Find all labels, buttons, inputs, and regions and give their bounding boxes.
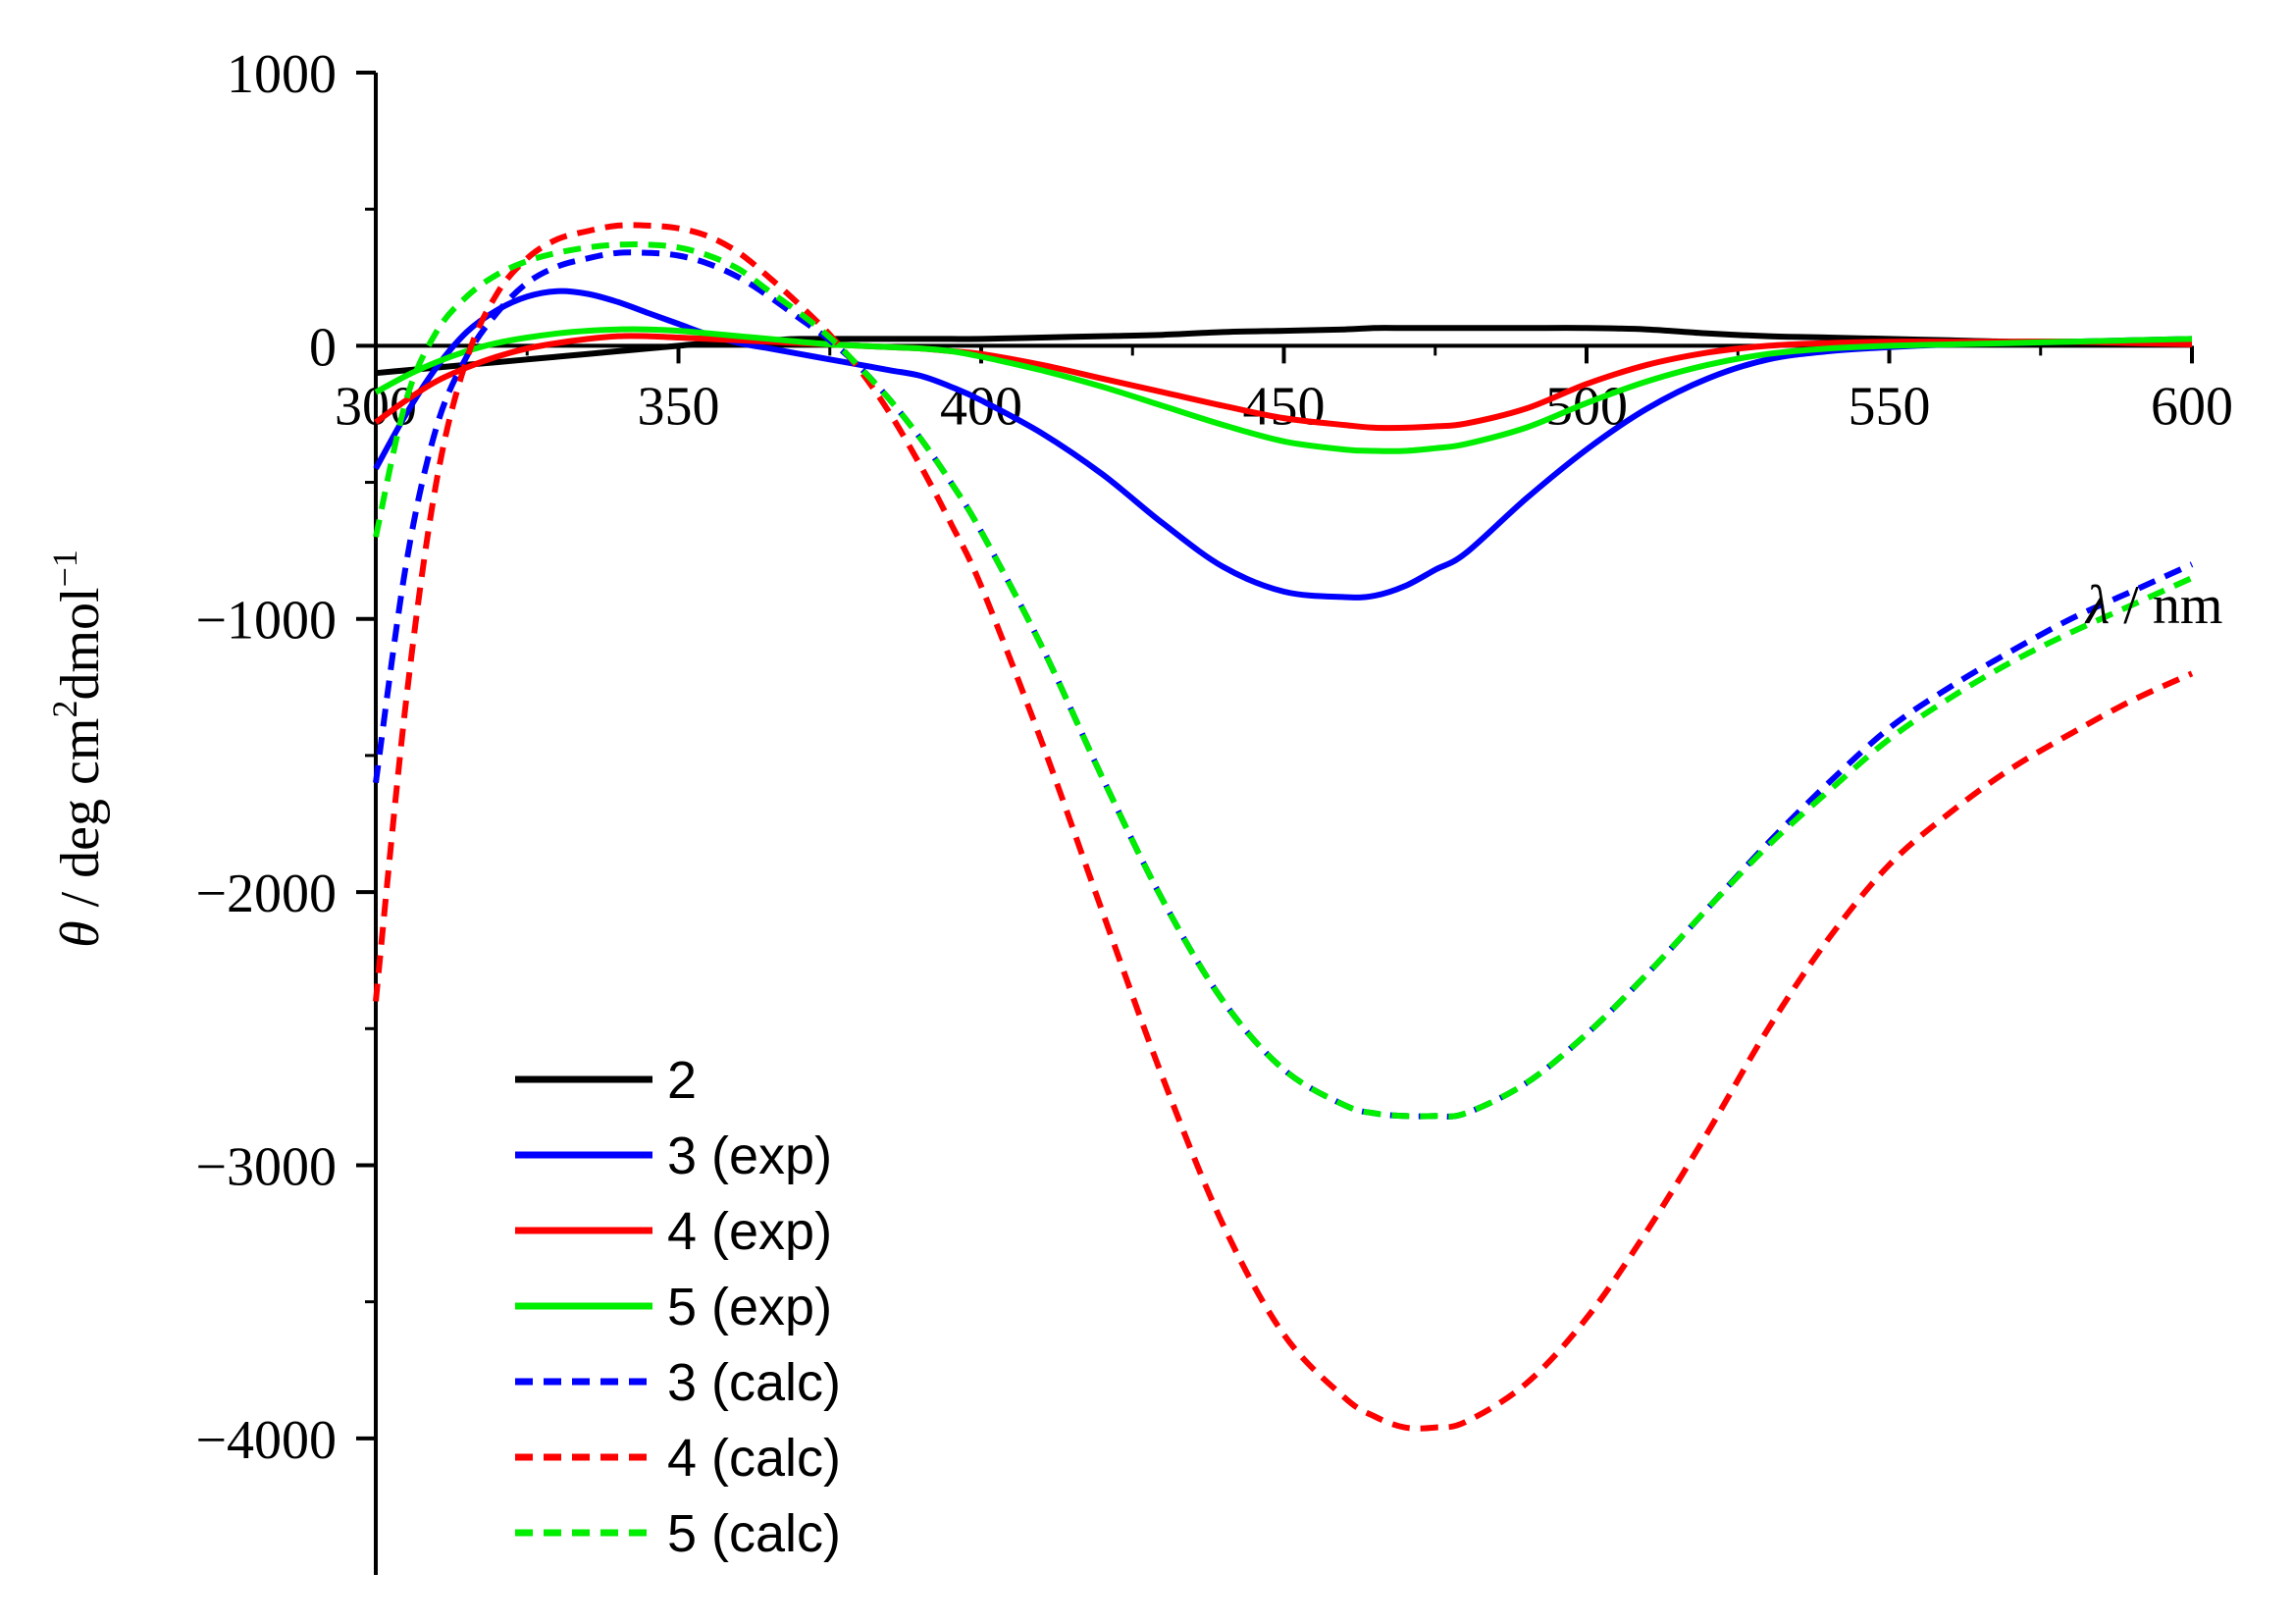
legend-label: 4 (calc) — [667, 1429, 841, 1488]
y-tick-label: −4000 — [195, 1410, 337, 1471]
series-line-3-exp — [373, 288, 2193, 601]
series-line-4-exp — [374, 333, 2193, 432]
plot-area: 300 350 400 450 500 550 600 10000−1000−2000−30… — [195, 44, 2233, 1575]
x-tick-label: 350 — [638, 376, 720, 437]
legend-label: 3 (calc) — [667, 1353, 841, 1412]
y-tick-label: −1000 — [195, 591, 337, 652]
series-line-5-exp — [374, 326, 2193, 454]
x-tick-label: 450 — [1243, 376, 1326, 437]
series-line-5-calc — [373, 241, 2194, 1120]
series-line-2 — [375, 325, 2192, 377]
legend-label: 5 (exp) — [667, 1278, 832, 1336]
legend-label: 4 (exp) — [667, 1202, 832, 1261]
legend-label: 2 — [667, 1051, 697, 1110]
legend: 2 3 (exp) 4 (exp) 5 (exp) 3 (calc) 4 (calc) 5 … — [515, 1051, 841, 1563]
x-axis-label: λ / nm — [2084, 575, 2222, 636]
y-tick-label: 1000 — [227, 44, 337, 105]
legend-label: 5 (calc) — [667, 1504, 841, 1563]
x-tick-label: 600 — [2151, 376, 2233, 437]
x-axis-ticks: 300 350 400 450 500 550 600 — [335, 345, 2233, 437]
y-axis-label: θ / deg cm2dmol−1 — [45, 550, 111, 948]
y-tick-label: 0 — [309, 317, 337, 378]
series-layer — [373, 222, 2194, 1432]
x-tick-label: 300 — [335, 376, 417, 437]
y-tick-label: −3000 — [195, 1136, 337, 1197]
y-tick-label: −2000 — [195, 864, 337, 924]
legend-label: 3 (exp) — [667, 1126, 832, 1185]
x-tick-label: 550 — [1849, 376, 1931, 437]
series-line-4-calc — [373, 222, 2194, 1432]
y-axis-ticks: 1000 0 −1000 −2000 −3000 −4000 — [195, 44, 376, 1471]
